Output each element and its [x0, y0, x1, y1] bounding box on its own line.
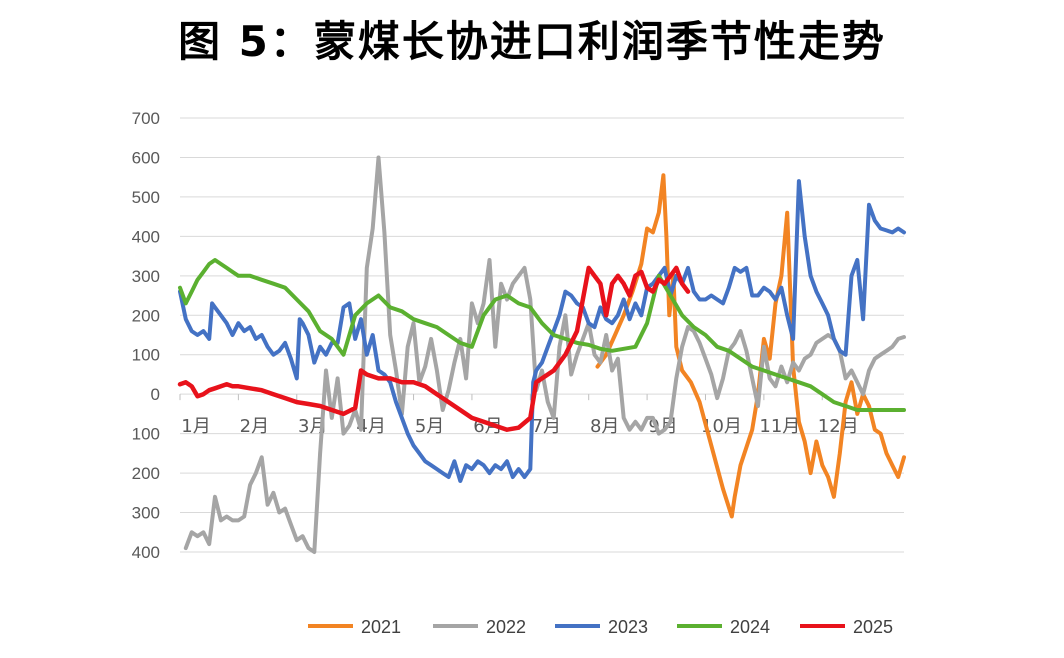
- series-line-2025: [177, 265, 691, 432]
- y-tick-label: 500: [132, 188, 160, 207]
- y-tick-label: 700: [132, 109, 160, 128]
- x-tick-label: 4月: [356, 416, 385, 437]
- series-lines: [177, 155, 906, 554]
- y-axis-ticks: 700 600 500 400 300 200 100 0 100 200 300 400: [132, 109, 160, 562]
- series-line-2024: [178, 258, 906, 412]
- series-line-2022: [183, 155, 906, 554]
- y-tick-label: 200: [132, 306, 160, 325]
- series-line-2023: [178, 179, 906, 483]
- x-tick-label: 10月: [701, 416, 742, 437]
- x-tick-label: 7月: [532, 416, 561, 437]
- x-tick-label: 11月: [759, 416, 800, 437]
- y-tick-label: 600: [132, 148, 160, 167]
- x-tick-label: 1月: [181, 416, 210, 437]
- series-line-2021: [595, 173, 906, 519]
- chart-title: 图 5：蒙煤长协进口利润季节性走势: [178, 17, 886, 66]
- gridlines: [180, 117, 904, 553]
- y-tick-label: 300: [132, 504, 160, 523]
- x-tick-label: 2月: [240, 416, 269, 437]
- y-tick-label: 0: [151, 385, 160, 404]
- y-tick-label: 300: [132, 267, 160, 286]
- legend-label-2025: 2025: [853, 617, 893, 637]
- legend-label-2022: 2022: [486, 617, 526, 637]
- y-tick-label: 200: [132, 464, 160, 483]
- legend-label-2024: 2024: [730, 617, 770, 637]
- x-tick-label: 5月: [415, 416, 444, 437]
- x-tick-label: 12月: [818, 416, 859, 437]
- legend-label-2021: 2021: [361, 617, 401, 637]
- x-tick-label: 8月: [590, 416, 619, 437]
- legend-label-2023: 2023: [608, 617, 648, 637]
- legend: 2021 2022 2023 2024 2025: [308, 617, 893, 637]
- y-tick-label: 100: [132, 346, 160, 365]
- y-tick-label: 400: [132, 543, 160, 562]
- y-tick-label: 400: [132, 227, 160, 246]
- y-tick-label: 100: [132, 425, 160, 444]
